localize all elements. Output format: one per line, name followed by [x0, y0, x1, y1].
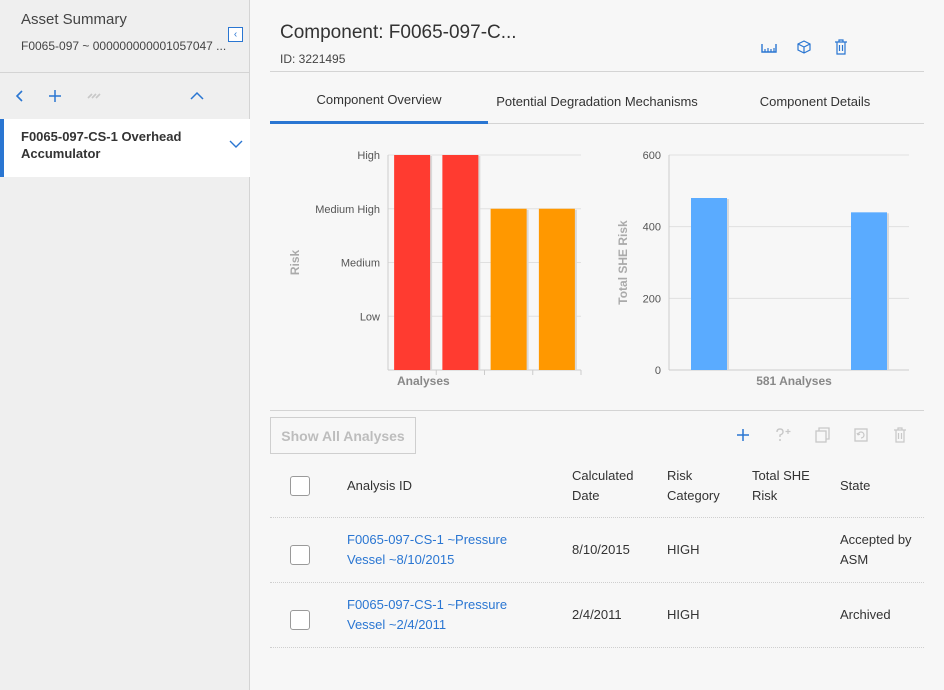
- column-header-calculated-date[interactable]: Calculated Date: [572, 468, 634, 503]
- question-plus-icon: [776, 428, 791, 441]
- show-all-analyses-button[interactable]: Show All Analyses: [270, 417, 416, 454]
- tree-item-component[interactable]: F0065-097-CS-1 Overhead Accumulator: [0, 119, 250, 177]
- trash-icon: [835, 39, 847, 55]
- collapse-panel-button[interactable]: ‹: [228, 27, 243, 42]
- unlink-button[interactable]: [82, 84, 106, 108]
- risk-chart: Low Medium Medium High High Risk Analyses: [281, 140, 591, 390]
- link-icon: [87, 93, 101, 99]
- add-button[interactable]: [43, 84, 67, 108]
- y-tick-label: 0: [655, 365, 661, 377]
- copy-icon: [815, 427, 830, 443]
- bar: [851, 212, 887, 370]
- view-3d-button[interactable]: [795, 38, 813, 56]
- y-tick-label: Medium High: [315, 204, 380, 216]
- bar: [394, 155, 431, 370]
- state: Accepted by ASM: [840, 532, 912, 567]
- component-tabs: Component Overview Potential Degradation…: [270, 78, 924, 124]
- tab-potential-degradation-mechanisms[interactable]: Potential Degradation Mechanisms: [496, 93, 698, 109]
- delete-component-button[interactable]: [832, 38, 850, 56]
- select-all-checkbox[interactable]: [290, 476, 310, 496]
- tree-item-label: F0065-097-CS-1 Overhead Accumulator: [21, 129, 182, 161]
- y-axis-label: Total SHE Risk: [616, 220, 630, 305]
- row-checkbox[interactable]: [290, 610, 310, 630]
- risk-category: HIGH: [667, 607, 700, 622]
- copy-analysis-button[interactable]: [812, 425, 832, 445]
- x-axis-label: Analyses: [397, 374, 450, 388]
- calculated-date: 2/4/2011: [572, 607, 622, 622]
- measure-button[interactable]: [760, 38, 778, 56]
- bar: [490, 208, 527, 370]
- chevron-up-icon: [190, 91, 204, 100]
- tab-component-overview[interactable]: Component Overview: [270, 78, 488, 124]
- add-analysis-button[interactable]: [733, 425, 753, 445]
- asset-summary-title: Asset Summary: [21, 11, 127, 28]
- plus-icon: [49, 90, 61, 102]
- asset-summary-panel: Asset Summary F0065-097 ~ 00000000000105…: [0, 0, 250, 690]
- column-header-state[interactable]: State: [840, 478, 871, 493]
- chevron-down-icon[interactable]: [229, 139, 243, 149]
- chevron-left-icon: [15, 90, 23, 102]
- collapse-up-button[interactable]: [185, 84, 209, 108]
- refresh-icon: [854, 428, 868, 442]
- what-if-button[interactable]: [773, 425, 793, 445]
- delete-analysis-button[interactable]: [890, 425, 910, 445]
- tree-toolbar: [0, 80, 250, 112]
- analysis-id-link[interactable]: F0065-097-CS-1 ~Pressure Vessel ~2/4/201…: [347, 597, 508, 632]
- cube-icon: [797, 40, 811, 54]
- plus-icon: [737, 429, 749, 441]
- y-tick-label: Low: [360, 311, 380, 323]
- component-panel: Component: F0065-097-C... ID: 3221495 Co…: [251, 0, 944, 690]
- risk-category: HIGH: [667, 542, 700, 557]
- she-risk-chart-svg: 0 200 400 600 Total SHE Risk 581 Analyses: [616, 150, 909, 388]
- component-id: ID: 3221495: [280, 52, 346, 66]
- state: Archived: [840, 607, 891, 622]
- y-axis-label: Risk: [288, 250, 302, 276]
- page-title: Component: F0065-097-C...: [280, 22, 517, 43]
- table-row[interactable]: F0065-097-CS-1 ~Pressure Vessel ~8/10/20…: [270, 518, 924, 583]
- row-checkbox[interactable]: [290, 545, 310, 565]
- bar: [538, 208, 575, 370]
- column-header-total-she-risk[interactable]: Total SHE Risk: [752, 468, 810, 503]
- risk-chart-svg: Low Medium Medium High High Risk Analyses: [288, 150, 582, 388]
- asset-summary-subtitle: F0065-097 ~ 000000000001057047 ...: [21, 39, 227, 53]
- y-tick-label: High: [357, 150, 380, 162]
- divider: [0, 72, 250, 73]
- bar: [691, 198, 727, 370]
- x-axis-label: 581 Analyses: [756, 374, 832, 388]
- column-header-risk-category[interactable]: Risk Category: [667, 468, 720, 503]
- analyses-table-header: Analysis ID Calculated Date Risk Categor…: [270, 456, 924, 518]
- ruler-icon: [761, 44, 777, 53]
- divider: [270, 71, 924, 72]
- back-button[interactable]: [8, 84, 32, 108]
- column-header-analysis-id[interactable]: Analysis ID: [347, 478, 413, 493]
- table-row[interactable]: F0065-097-CS-1 ~Pressure Vessel ~2/4/201…: [270, 583, 924, 648]
- calculated-date: 8/10/2015: [572, 542, 630, 557]
- she-risk-chart: 0 200 400 600 Total SHE Risk 581 Analyses: [611, 140, 921, 390]
- refresh-analysis-button[interactable]: [851, 425, 871, 445]
- y-tick-label: 600: [643, 150, 661, 162]
- analysis-id-link[interactable]: F0065-097-CS-1 ~Pressure Vessel ~8/10/20…: [347, 532, 508, 567]
- y-tick-label: Medium: [341, 258, 380, 270]
- trash-icon: [894, 427, 906, 443]
- tab-component-details[interactable]: Component Details: [759, 93, 871, 109]
- divider: [270, 410, 924, 411]
- y-tick-label: 400: [643, 222, 661, 234]
- y-tick-label: 200: [643, 293, 661, 305]
- bar: [442, 155, 479, 370]
